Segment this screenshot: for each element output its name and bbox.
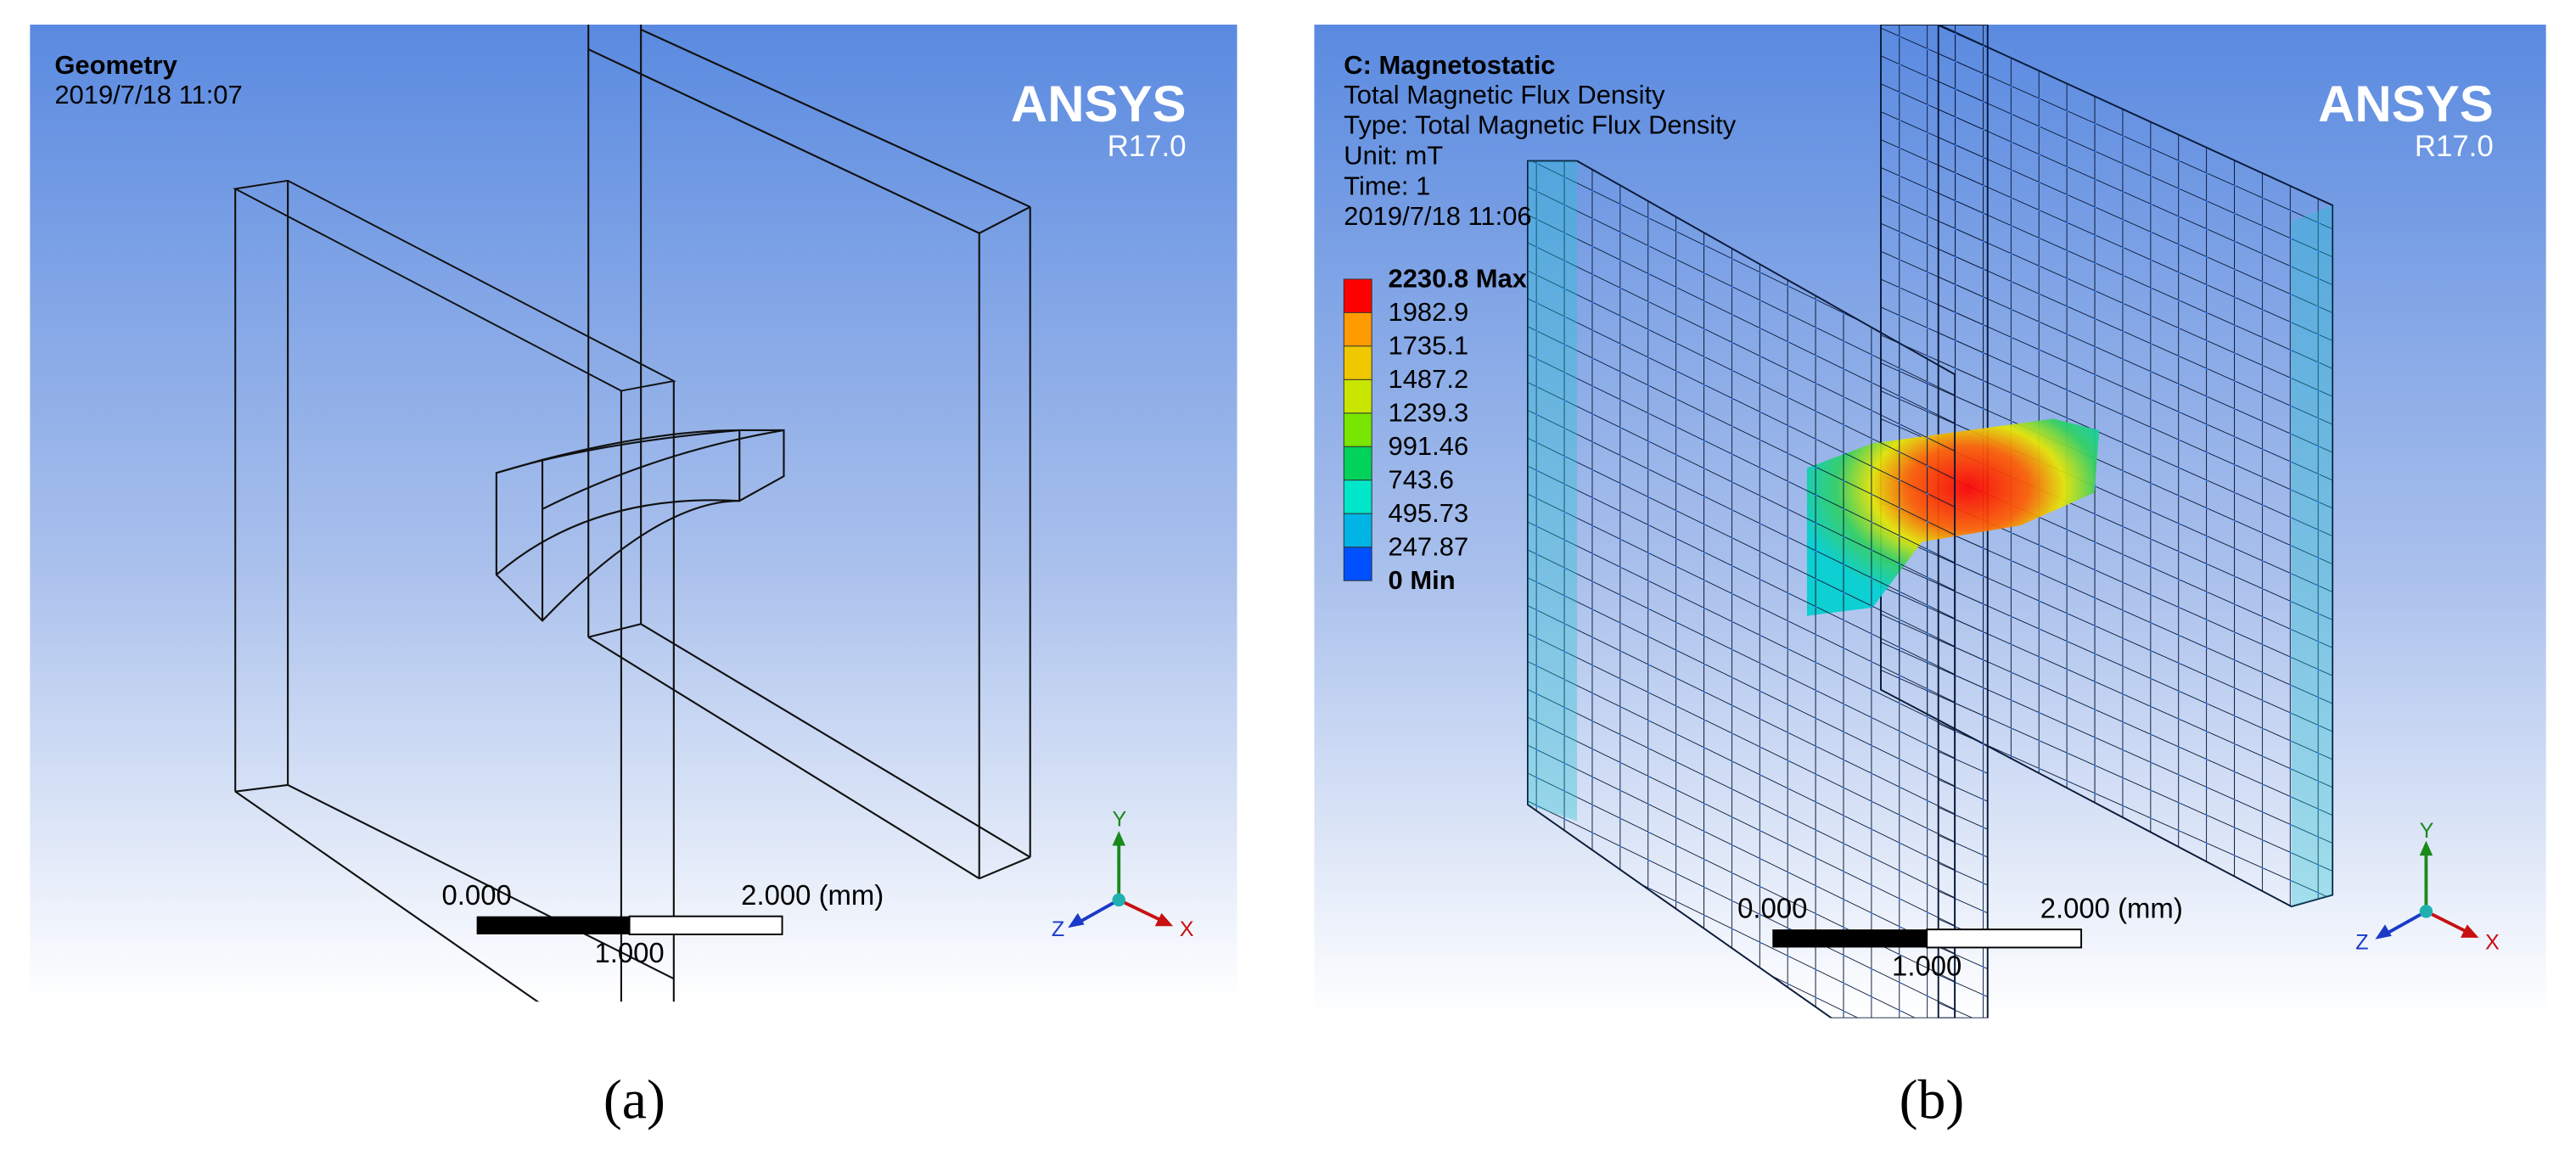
scale-bar: 0.000 1.000 2.000 (mm): [442, 879, 884, 968]
legend-swatch: [1343, 547, 1372, 581]
legend-level: 1239.3: [1389, 398, 1469, 428]
legend-swatch: [1343, 379, 1372, 414]
brand-version: R17.0: [1108, 130, 1187, 163]
scale-mid: 1.000: [594, 937, 664, 968]
triad-y: Y: [2420, 819, 2434, 843]
legend-swatch: [1343, 513, 1372, 548]
scale-end: 2.000 (mm): [741, 879, 884, 911]
legend-level: 743.6: [1389, 464, 1454, 494]
header-line: 2019/7/18 11:06: [1344, 201, 1531, 231]
triad-z: Z: [2355, 930, 2368, 954]
mesh-geometry: [1527, 25, 2334, 1018]
geometry-wireframe: [233, 25, 1031, 1002]
scale-bar-dark: [476, 916, 630, 934]
mesh-plate-right-edge: [2291, 205, 2333, 907]
header-line: Unit: mT: [1344, 140, 1443, 170]
scale-start: 0.000: [442, 879, 512, 911]
scale-mid: 1.000: [1892, 950, 1961, 981]
legend-level: 2230.8 Max: [1389, 264, 1527, 294]
mesh-plate-left-edge: [1528, 160, 1578, 822]
mesh-plate-left: [1527, 160, 1956, 1018]
scale-end: 2.000 (mm): [2040, 893, 2183, 924]
brand-version: R17.0: [2415, 130, 2494, 163]
caption: (a): [603, 1069, 665, 1131]
triad-z: Z: [1052, 917, 1064, 941]
caption: (b): [1900, 1069, 1965, 1131]
legend-level: 0 Min: [1389, 565, 1456, 595]
brand-name: ANSYS: [2318, 76, 2494, 132]
header-line: Total Magnetic Flux Density: [1344, 80, 1665, 109]
legend-swatch: [1343, 278, 1372, 313]
scale-bar-light: [628, 915, 783, 935]
axis-triad: Y X Z: [2355, 819, 2500, 955]
panel-a: Geometry 2019/7/18 11:07 ANSYS R17.0 0.0…: [30, 25, 1237, 1131]
legend-level: 1487.2: [1389, 364, 1469, 394]
viewport-background: [30, 25, 1237, 1002]
legend-swatch: [1343, 345, 1372, 380]
triad-y: Y: [1112, 807, 1126, 831]
legend-level: 1982.9: [1389, 297, 1469, 327]
legend-level: 991.46: [1389, 431, 1469, 461]
axis-triad: Y X Z: [1052, 807, 1194, 941]
header-line: Type: Total Magnetic Flux Density: [1344, 110, 1737, 140]
legend-level: 1735.1: [1389, 331, 1469, 361]
legend-swatch: [1343, 311, 1372, 347]
scale-bar-light: [1926, 928, 2083, 949]
legend-level: 247.87: [1389, 531, 1469, 561]
triad-x: X: [2485, 930, 2500, 954]
triad-x: X: [1180, 917, 1194, 941]
legend-level: 495.73: [1389, 498, 1469, 528]
scale-bar-dark: [1772, 929, 1928, 948]
header-title: Geometry: [54, 50, 177, 80]
header-title: C: Magnetostatic: [1344, 50, 1555, 80]
header-line: Time: 1: [1344, 171, 1430, 200]
legend-swatch: [1343, 412, 1372, 447]
header-lines: 2019/7/18 11:07: [54, 80, 242, 109]
legend-swatch: [1343, 480, 1372, 514]
scale-bar: 0.000 1.000 2.000 (mm): [1737, 893, 2183, 982]
header-line: 2019/7/18 11:07: [54, 80, 242, 109]
panel-b: C: Magnetostatic Total Magnetic Flux Den…: [1314, 25, 2546, 1131]
brand-name: ANSYS: [1011, 76, 1187, 132]
legend-swatch: [1343, 446, 1372, 481]
scale-start: 0.000: [1737, 893, 1807, 924]
